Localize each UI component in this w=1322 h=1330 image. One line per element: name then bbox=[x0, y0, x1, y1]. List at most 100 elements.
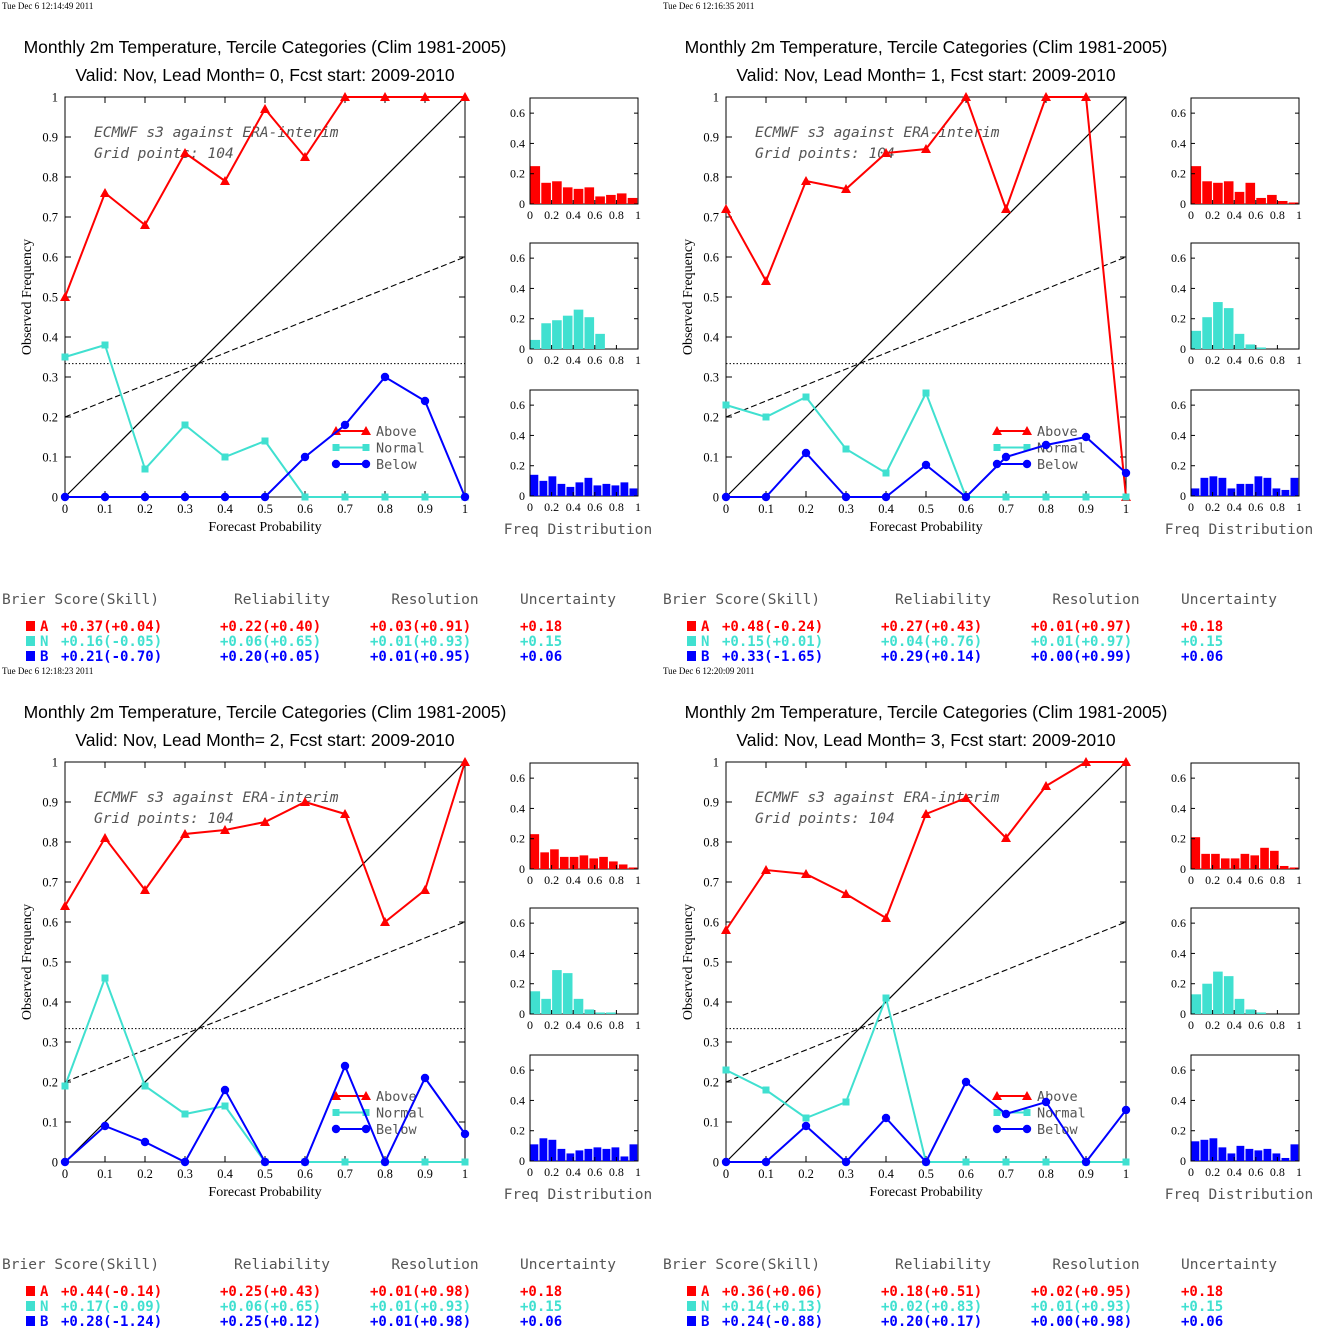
histogram-bar-above bbox=[1220, 858, 1230, 869]
histogram-bar-normal bbox=[595, 1012, 605, 1014]
data-point-above bbox=[801, 869, 811, 878]
histogram-bar-above bbox=[1267, 194, 1277, 204]
hist-y-tick-label: 0.4 bbox=[1171, 136, 1186, 150]
score-header: Uncertainty bbox=[520, 592, 616, 608]
legend-marker bbox=[1023, 1109, 1031, 1116]
histogram-bar-normal bbox=[595, 333, 605, 349]
x-tick-label: 0.6 bbox=[297, 1167, 313, 1181]
histogram-bar-above bbox=[1289, 867, 1299, 869]
data-point-normal bbox=[762, 413, 770, 421]
data-point-below bbox=[140, 1137, 150, 1147]
histogram-bar-above bbox=[1256, 197, 1266, 204]
no-skill-line bbox=[64, 256, 466, 418]
hist-x-tick-label: 0.8 bbox=[1270, 1165, 1285, 1179]
data-point-normal bbox=[301, 493, 309, 501]
histogram-bar-below bbox=[1236, 483, 1245, 496]
hist-y-tick-label: 0.2 bbox=[1171, 832, 1186, 846]
hist-y-tick-label: 0.4 bbox=[1171, 428, 1186, 442]
hist-x-tick-label: 0 bbox=[1188, 208, 1194, 222]
histogram-bar-above bbox=[1250, 855, 1260, 869]
reliability-value: +0.27(+0.43) bbox=[881, 619, 982, 635]
histogram-bar-above bbox=[1202, 181, 1212, 204]
x-tick-label: 0 bbox=[723, 502, 729, 516]
hist-y-tick-label: 0.2 bbox=[1171, 312, 1186, 326]
x-tick-label: 0.5 bbox=[257, 502, 273, 516]
data-point-below bbox=[180, 492, 190, 502]
hist-y-tick-label: 0.2 bbox=[510, 1124, 525, 1138]
score-header: Reliability bbox=[234, 1257, 330, 1273]
data-point-above bbox=[961, 92, 971, 101]
no-skill-line bbox=[725, 921, 1127, 1083]
data-point-normal bbox=[842, 445, 850, 453]
hist-x-tick-label: 0.4 bbox=[566, 1165, 581, 1179]
score-header: Uncertainty bbox=[1181, 1257, 1277, 1273]
histogram-bar-above bbox=[1191, 166, 1202, 204]
legend-marker bbox=[1022, 426, 1032, 435]
hist-y-tick-label: 0 bbox=[1180, 197, 1186, 211]
data-point-below bbox=[801, 448, 811, 458]
legend-label: Below bbox=[376, 457, 418, 473]
y-tick-label: 0.1 bbox=[42, 1116, 58, 1130]
hist-x-tick-label: 0.6 bbox=[1248, 873, 1263, 887]
data-point-above bbox=[460, 757, 470, 766]
hist-x-tick-label: 0.8 bbox=[609, 500, 624, 514]
score-header: Brier Score(Skill) bbox=[2, 592, 159, 608]
brier-score-value: +0.48(-0.24) bbox=[722, 619, 823, 635]
hist-y-tick-label: 0 bbox=[1180, 1007, 1186, 1021]
histogram-bar-below bbox=[1254, 476, 1263, 496]
score-header: Reliability bbox=[895, 592, 991, 608]
score-row-label: N bbox=[701, 634, 709, 650]
annotation-line: ECMWF s3 against ERA-interim bbox=[755, 125, 1000, 141]
x-tick-label: 0.6 bbox=[297, 502, 313, 516]
data-point-below bbox=[420, 1073, 430, 1083]
brier-score-value: +0.36(+0.06) bbox=[722, 1284, 823, 1300]
score-row-swatch bbox=[687, 636, 696, 646]
y-tick-label: 0.7 bbox=[703, 211, 719, 225]
histogram-bar-below bbox=[566, 1153, 575, 1161]
hist-y-tick-label: 0.6 bbox=[510, 398, 525, 412]
data-point-above bbox=[841, 889, 851, 898]
uncertainty-value: +0.15 bbox=[1181, 634, 1223, 650]
hist-y-tick-label: 0.2 bbox=[1171, 977, 1186, 991]
y-tick-label: 0.6 bbox=[703, 916, 719, 930]
hist-x-tick-label: 0.4 bbox=[1227, 500, 1242, 514]
histogram-bar-above bbox=[1288, 202, 1299, 204]
data-point-above bbox=[721, 204, 731, 213]
data-point-above bbox=[1001, 833, 1011, 842]
hist-x-tick-label: 1 bbox=[1296, 873, 1302, 887]
resolution-value: +0.01(+0.95) bbox=[370, 649, 471, 665]
data-point-above bbox=[260, 104, 270, 113]
resolution-value: +0.01(+0.98) bbox=[370, 1284, 471, 1300]
data-point-normal bbox=[722, 401, 730, 409]
hist-x-tick-label: 1 bbox=[1296, 1165, 1302, 1179]
histogram-bar-below bbox=[1245, 1148, 1254, 1161]
resolution-value: +0.01(+0.93) bbox=[370, 634, 471, 650]
x-axis-label: Forecast Probability bbox=[869, 1185, 982, 1200]
data-point-above bbox=[340, 809, 350, 818]
hist-y-tick-label: 0.4 bbox=[510, 136, 525, 150]
hist-x-tick-label: 0.4 bbox=[566, 873, 581, 887]
hist-y-tick-label: 0 bbox=[519, 489, 525, 503]
score-row-label: A bbox=[701, 619, 710, 635]
data-point-normal bbox=[341, 1158, 349, 1166]
histogram-bar-above bbox=[1277, 200, 1288, 204]
legend-marker bbox=[992, 459, 1002, 469]
hist-y-tick-label: 0.4 bbox=[510, 428, 525, 442]
score-row-swatch bbox=[687, 1301, 696, 1311]
hist-x-tick-label: 0.8 bbox=[609, 208, 624, 222]
series-line-normal bbox=[64, 343, 465, 498]
hist-y-tick-label: 0 bbox=[519, 342, 525, 356]
x-tick-label: 0.3 bbox=[838, 502, 854, 516]
x-tick-label: 0 bbox=[723, 1167, 729, 1181]
hist-x-tick-label: 0.2 bbox=[544, 1165, 559, 1179]
data-point-below bbox=[761, 1157, 771, 1167]
data-point-below bbox=[1041, 440, 1051, 450]
hist-x-tick-label: 0.6 bbox=[1248, 1165, 1263, 1179]
reliability-value: +0.04(+0.76) bbox=[881, 634, 982, 650]
data-point-normal bbox=[1082, 493, 1090, 501]
brier-score-value: +0.21(-0.70) bbox=[61, 649, 162, 665]
hist-x-tick-label: 0.6 bbox=[1248, 353, 1263, 367]
hist-x-tick-label: 1 bbox=[635, 208, 641, 222]
data-point-above bbox=[721, 925, 731, 934]
y-tick-label: 0.2 bbox=[703, 411, 719, 425]
